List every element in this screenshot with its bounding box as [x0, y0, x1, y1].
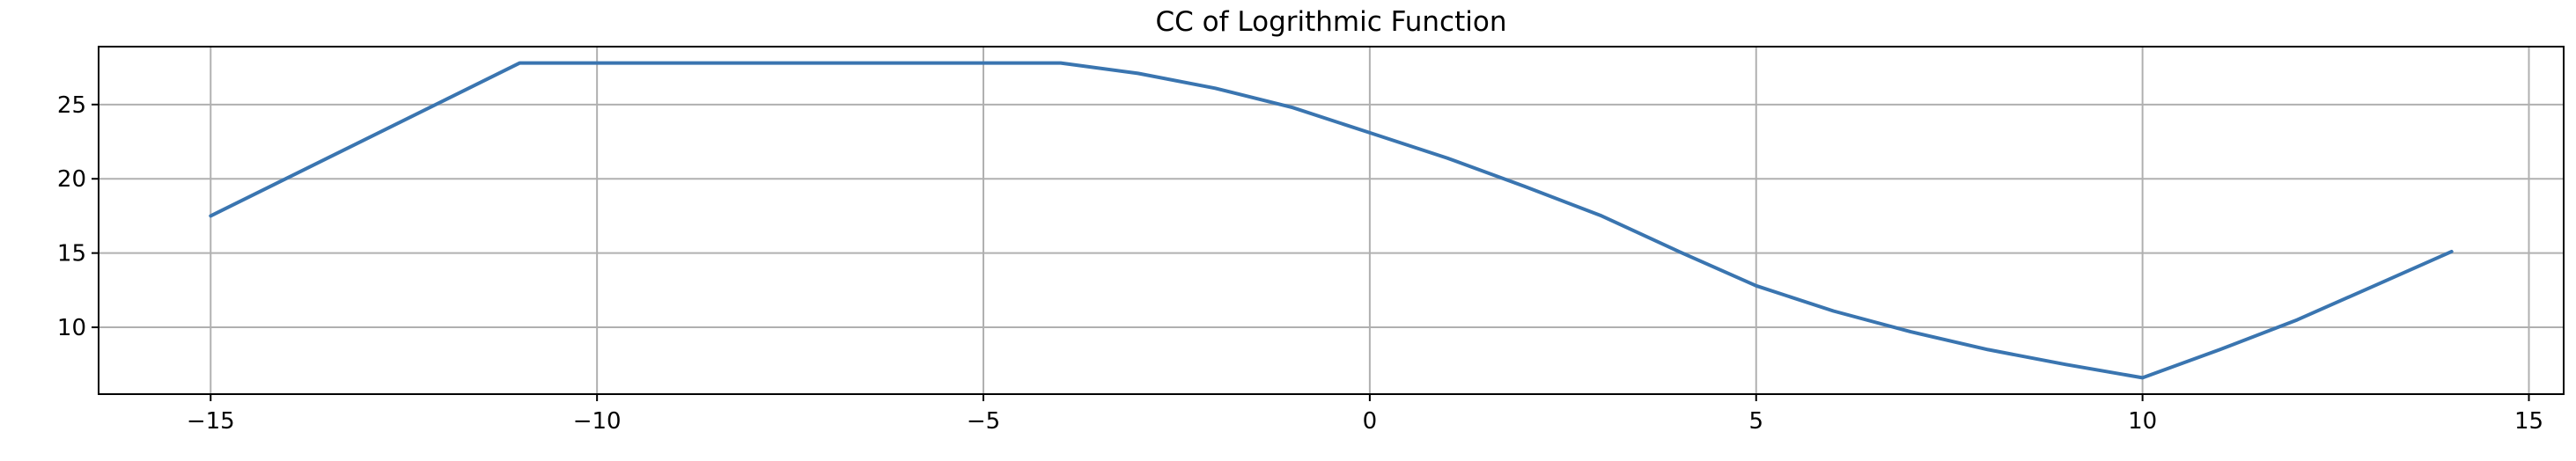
- x-tick-label: −15: [187, 408, 235, 435]
- x-tick-label: 0: [1363, 408, 1378, 435]
- x-tick-label: −10: [573, 408, 622, 435]
- axis-ticks: −15 −10 −5 0 5 10 15 10 15 20 25: [57, 92, 2543, 435]
- x-tick-label: −5: [967, 408, 1000, 435]
- y-tick-label: 15: [57, 241, 86, 267]
- grid-lines: [99, 47, 2564, 394]
- x-tick-label: 5: [1748, 408, 1763, 435]
- y-tick-label: 25: [57, 92, 86, 119]
- chart-title: CC of Logrithmic Function: [1156, 6, 1507, 38]
- x-tick-label: 10: [2128, 408, 2157, 435]
- y-tick-label: 20: [57, 166, 86, 193]
- series-line: [209, 61, 2454, 380]
- series-layer: [209, 61, 2454, 380]
- y-tick-label: 10: [57, 315, 86, 341]
- x-tick-label: 15: [2514, 408, 2543, 435]
- plot-area-frame: [98, 46, 2565, 395]
